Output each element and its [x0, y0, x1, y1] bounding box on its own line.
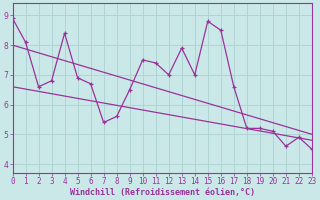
- X-axis label: Windchill (Refroidissement éolien,°C): Windchill (Refroidissement éolien,°C): [70, 188, 255, 197]
